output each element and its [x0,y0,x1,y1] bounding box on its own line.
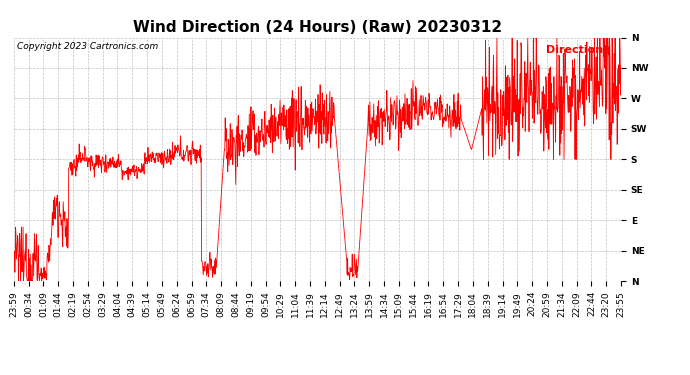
Title: Wind Direction (24 Hours) (Raw) 20230312: Wind Direction (24 Hours) (Raw) 20230312 [133,20,502,35]
Text: Copyright 2023 Cartronics.com: Copyright 2023 Cartronics.com [17,42,158,51]
Text: Direction: Direction [546,45,603,55]
